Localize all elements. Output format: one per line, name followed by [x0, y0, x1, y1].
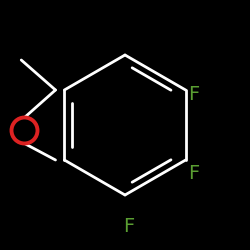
- Text: F: F: [188, 86, 200, 104]
- Text: F: F: [123, 217, 134, 236]
- Text: F: F: [188, 164, 200, 183]
